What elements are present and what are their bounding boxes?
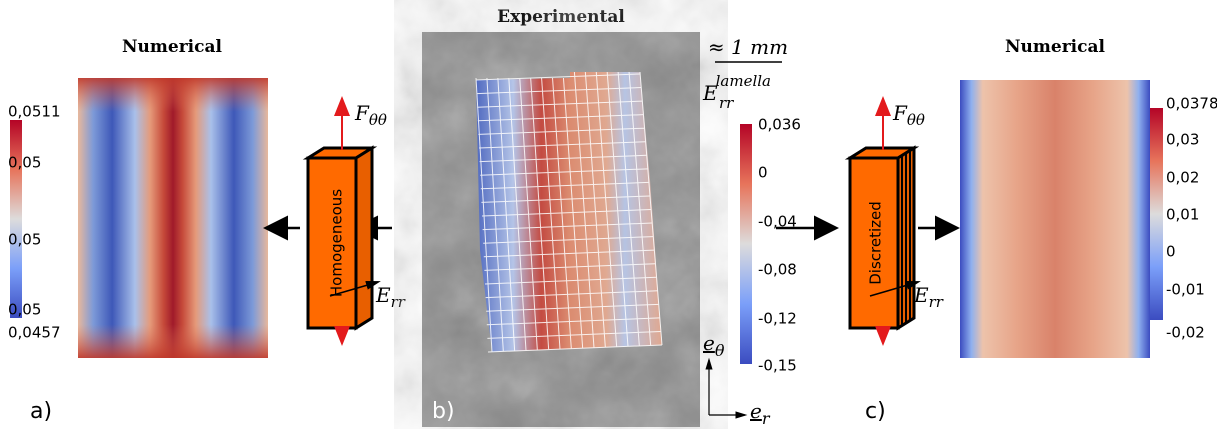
mesh-line bbox=[483, 249, 655, 258]
mesh-line bbox=[479, 154, 647, 163]
mesh-line bbox=[483, 236, 654, 244]
colorbar-tick-label: -0,12 bbox=[758, 310, 797, 328]
colorbar-tick-label: 0 bbox=[1166, 243, 1176, 261]
mesh-line bbox=[606, 71, 629, 347]
subscript: rr bbox=[929, 293, 944, 311]
colorbar-tick-label: 0,05 bbox=[8, 154, 41, 172]
strain-arrow bbox=[869, 281, 921, 297]
colorbar-tick-label: 0,0378 bbox=[1166, 95, 1217, 113]
colorbar-tick-label: 0,01 bbox=[1166, 206, 1199, 224]
specimen-label: Discretized bbox=[867, 201, 885, 285]
heatmap-overlay bbox=[78, 78, 268, 358]
superscript: lamella bbox=[716, 72, 771, 90]
heatmap bbox=[960, 80, 1150, 358]
subscript: rr bbox=[719, 94, 734, 112]
mesh-line bbox=[562, 77, 584, 349]
mesh-line bbox=[639, 71, 663, 346]
mesh-line bbox=[595, 71, 618, 347]
mesh-line bbox=[628, 71, 652, 346]
mesh-line bbox=[573, 71, 595, 348]
mesh-line bbox=[584, 71, 606, 348]
mesh-line bbox=[480, 168, 648, 176]
mesh-line bbox=[486, 77, 504, 352]
symbol: E bbox=[913, 283, 929, 307]
specimen: Homogeneous bbox=[302, 145, 378, 331]
mesh-line bbox=[487, 344, 663, 353]
colorbar-tick-label: -0,15 bbox=[758, 357, 797, 375]
colorbar-tick-label: -0,02 bbox=[1166, 324, 1205, 342]
mesh-line bbox=[486, 303, 659, 312]
subscript: θθ bbox=[369, 111, 387, 129]
mesh-line bbox=[476, 87, 642, 95]
mesh-line bbox=[482, 222, 653, 231]
scale-label: ≈ 1 mm bbox=[708, 35, 788, 59]
force-label: Fθθ bbox=[354, 101, 387, 129]
panel-label: c) bbox=[865, 399, 886, 424]
strain-arrow bbox=[329, 281, 381, 297]
mesh-line bbox=[497, 77, 516, 352]
title: Numerical bbox=[1005, 37, 1105, 57]
colorbar-tick-label: 0,05 bbox=[8, 301, 41, 319]
specimen: Discretized bbox=[844, 145, 920, 331]
symbol: F bbox=[354, 101, 370, 125]
colorbar-tick-label: 0,02 bbox=[1166, 169, 1199, 187]
subscript: θθ bbox=[907, 111, 925, 129]
strain-label: Err bbox=[375, 283, 406, 311]
panel-label: a) bbox=[30, 399, 52, 424]
symbol: e bbox=[703, 331, 715, 355]
mesh-line bbox=[478, 141, 646, 149]
symbol: F bbox=[892, 101, 908, 125]
mesh-line bbox=[486, 317, 660, 326]
mesh-line bbox=[475, 77, 493, 353]
specimen-label: Homogeneous bbox=[328, 189, 346, 297]
colorbar-tick-label: 0,05 bbox=[8, 231, 41, 249]
subscript: r bbox=[762, 409, 771, 428]
colorbar bbox=[1150, 108, 1163, 320]
strain-field bbox=[476, 72, 662, 352]
mesh-line bbox=[481, 195, 650, 203]
subscript: θ bbox=[715, 341, 725, 360]
colorbar-tick-label: -0,04 bbox=[758, 213, 797, 231]
mesh-line bbox=[484, 276, 657, 285]
mesh-line bbox=[617, 71, 640, 346]
colorbar-tick-label: 0,03 bbox=[1166, 131, 1199, 149]
mesh-line bbox=[475, 73, 641, 81]
strain-label: Err bbox=[913, 283, 944, 311]
panel-label: b) bbox=[432, 399, 455, 424]
mesh-line bbox=[477, 100, 643, 108]
mesh bbox=[475, 71, 663, 353]
colorbar bbox=[740, 124, 752, 364]
mesh-line bbox=[485, 290, 658, 299]
field-label: Elamella rr bbox=[702, 72, 771, 112]
colorbar-tick-label: 0,0457 bbox=[8, 324, 61, 342]
mesh-line bbox=[487, 330, 661, 339]
mesh-line bbox=[478, 127, 645, 135]
colorbar-tick-label: 0,0511 bbox=[8, 103, 61, 121]
subscript: rr bbox=[391, 293, 406, 311]
mesh-line bbox=[477, 114, 644, 122]
symbol: e bbox=[750, 399, 762, 423]
colorbar bbox=[10, 120, 22, 318]
mesh-line bbox=[480, 181, 649, 190]
colorbar-tick-label: 0 bbox=[758, 164, 768, 182]
axis-label: eθ bbox=[703, 331, 725, 360]
mesh-line bbox=[481, 209, 652, 217]
title: Experimental bbox=[497, 7, 625, 27]
colorbar-tick-label: -0,08 bbox=[758, 261, 797, 279]
colorbar-tick-label: -0,01 bbox=[1166, 281, 1205, 299]
symbol: E bbox=[702, 81, 718, 105]
force-label: Fθθ bbox=[892, 101, 925, 129]
axis-label: er bbox=[750, 399, 771, 428]
mesh-line bbox=[484, 263, 656, 271]
title: Numerical bbox=[122, 37, 222, 57]
colorbar-tick-label: 0,036 bbox=[758, 116, 801, 134]
symbol: E bbox=[375, 283, 391, 307]
